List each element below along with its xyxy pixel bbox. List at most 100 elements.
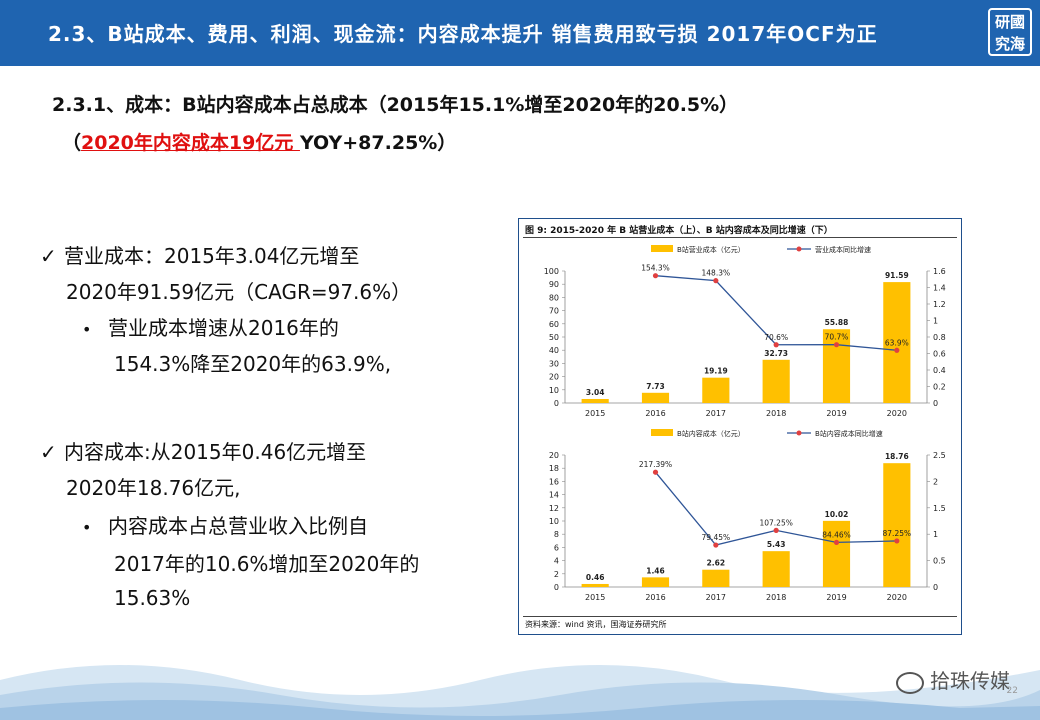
content-y-tick-label: 6 (554, 543, 559, 552)
cost-y2-tick-label: 1.4 (933, 284, 946, 293)
section-subtitle-line2: （2020年内容成本19亿元 YOY+87.25%） (62, 128, 456, 155)
content-line-label: 84.46% (822, 530, 851, 539)
slide-header: 2.3、B站成本、费用、利润、现金流：内容成本提升 销售费用致亏损 2017年O… (0, 0, 1040, 66)
chart-content-cost: B站内容成本（亿元） B站内容成本同比增速0246810121416182000.… (549, 429, 946, 602)
page-number: 22 (1006, 686, 1018, 696)
cost-legend-swatch-bar (651, 245, 673, 252)
cost-y2-tick-label: 1 (933, 317, 938, 326)
cost-y-tick-label: 60 (549, 320, 559, 329)
content-y-tick-label: 0 (554, 583, 559, 592)
cost-line-point (713, 278, 719, 284)
cost-line-label: 70.6% (764, 333, 788, 342)
content-bar (581, 583, 609, 587)
content-bar-label: 2.62 (707, 559, 726, 568)
cost-y-tick-label: 100 (544, 267, 559, 276)
content-line-point (713, 542, 719, 548)
paren-open: （ (62, 132, 82, 154)
cost-y-tick-label: 90 (549, 280, 559, 289)
cost-legend-marker (796, 246, 802, 252)
dot-icon: • (82, 320, 92, 339)
content-y-tick-label: 16 (549, 477, 559, 486)
content-y2-tick-label: 2 (933, 477, 938, 486)
content-bar (822, 520, 851, 587)
content-bar (762, 551, 790, 587)
content-line-point (652, 469, 659, 475)
content-bar (883, 463, 911, 587)
cost-x-tick-label: 2016 (645, 409, 665, 418)
cost-line-label: 148.3% (702, 269, 731, 278)
cost-line-point (894, 347, 900, 353)
content-legend-label-line: B站内容成本同比增速 (815, 429, 883, 438)
cost-bar-label: 55.88 (825, 318, 849, 327)
check-icon: ✓ (40, 440, 57, 464)
cost-bar (762, 359, 790, 403)
content-line-label: 217.39% (639, 460, 672, 469)
cost-line-label: 154.3% (641, 264, 670, 273)
cost-bar (702, 377, 730, 403)
bullet-1-sub-line2: 154.3%降至2020年的63.9%, (114, 352, 392, 376)
content-y-tick-label: 14 (549, 491, 559, 500)
content-legend-swatch-bar (651, 429, 673, 436)
dot-icon: • (82, 518, 92, 537)
content-y2-tick-label: 0 (933, 583, 938, 592)
content-y-tick-label: 4 (554, 557, 559, 566)
bullet-1-line1: ✓ 营业成本：2015年3.04亿元增至 (40, 240, 359, 269)
decorative-waves (0, 665, 1040, 720)
content-line-point (833, 539, 840, 546)
cost-legend-label-bar: B站营业成本（亿元） (677, 245, 745, 254)
cost-x-tick-label: 2020 (887, 409, 907, 418)
content-line-point (773, 527, 779, 533)
bullet-2-sub-text: 内容成本占总营业收入比例自 (108, 514, 368, 538)
bullet-2-sub-line1: • 内容成本占总营业收入比例自 (82, 510, 368, 539)
content-y2-tick-label: 0.5 (933, 557, 946, 566)
cost-x-tick-label: 2018 (766, 409, 786, 418)
bullet-2-text: 内容成本:从2015年0.46亿元增至 (64, 440, 367, 464)
cost-y-tick-label: 80 (549, 293, 559, 302)
cost-y-tick-label: 40 (549, 346, 559, 355)
cost-y-tick-label: 50 (549, 333, 559, 342)
logo-icon: 研國 究海 (988, 8, 1032, 56)
cost-y2-tick-label: 0 (933, 399, 938, 408)
content-y2-tick-label: 1.5 (933, 504, 946, 513)
cost-x-tick-label: 2019 (826, 409, 846, 418)
content-bar-label: 0.46 (586, 573, 605, 582)
slide-title: 2.3、B站成本、费用、利润、现金流：内容成本提升 销售费用致亏损 2017年O… (48, 22, 878, 46)
content-x-tick-label: 2020 (887, 593, 907, 602)
bullet-2-sub-line2: 2017年的10.6%增加至2020年的 (114, 552, 420, 576)
cost-x-tick-label: 2015 (585, 409, 605, 418)
content-x-tick-label: 2015 (585, 593, 605, 602)
content-x-tick-label: 2019 (826, 593, 846, 602)
content-x-tick-label: 2018 (766, 593, 786, 602)
section-subtitle: 2.3.1、成本：B站内容成本占总成本（2015年15.1%增至2020年的20… (52, 94, 739, 116)
cost-bar-label: 32.73 (764, 349, 788, 358)
chart-operating-cost: B站营业成本（亿元） 营业成本同比增速0102030405060708090100… (544, 245, 946, 418)
cost-y2-tick-label: 1.6 (933, 267, 946, 276)
cost-y-tick-label: 0 (554, 399, 559, 408)
content-y-tick-label: 2 (554, 570, 559, 579)
check-icon: ✓ (40, 244, 57, 268)
content-bar-label: 1.46 (646, 566, 665, 575)
highlight-text: 2020年内容成本19亿元 (81, 132, 300, 154)
chart-divider (523, 237, 957, 238)
cost-line-point (833, 342, 840, 348)
wechat-icon (896, 671, 924, 694)
yoy-text: YOY+87.25%） (299, 132, 457, 154)
content-y-tick-label: 20 (549, 451, 559, 460)
chart-source: 资料来源：wind 资讯，国海证券研究所 (525, 620, 667, 629)
content-legend-label-bar: B站内容成本（亿元） (677, 429, 745, 438)
cost-bar-label: 3.04 (586, 388, 605, 397)
cost-bar (581, 398, 609, 403)
cost-y-tick-label: 10 (549, 386, 559, 395)
content-y-tick-label: 8 (554, 530, 559, 539)
content-legend-marker (796, 430, 802, 436)
bullet-1-sub-line1: • 营业成本增速从2016年的 (82, 312, 339, 341)
content-y-tick-label: 18 (549, 464, 559, 473)
cost-legend-label-line: 营业成本同比增速 (815, 245, 871, 254)
cost-y2-tick-label: 0.6 (933, 350, 946, 359)
cost-y2-tick-label: 0.8 (933, 333, 946, 342)
content-series-line (654, 471, 897, 546)
content-bar (641, 577, 670, 587)
content-y2-tick-label: 2.5 (933, 451, 946, 460)
content-bar-label: 18.76 (885, 452, 909, 461)
brand-text: 拾珠传媒 (930, 669, 1010, 693)
